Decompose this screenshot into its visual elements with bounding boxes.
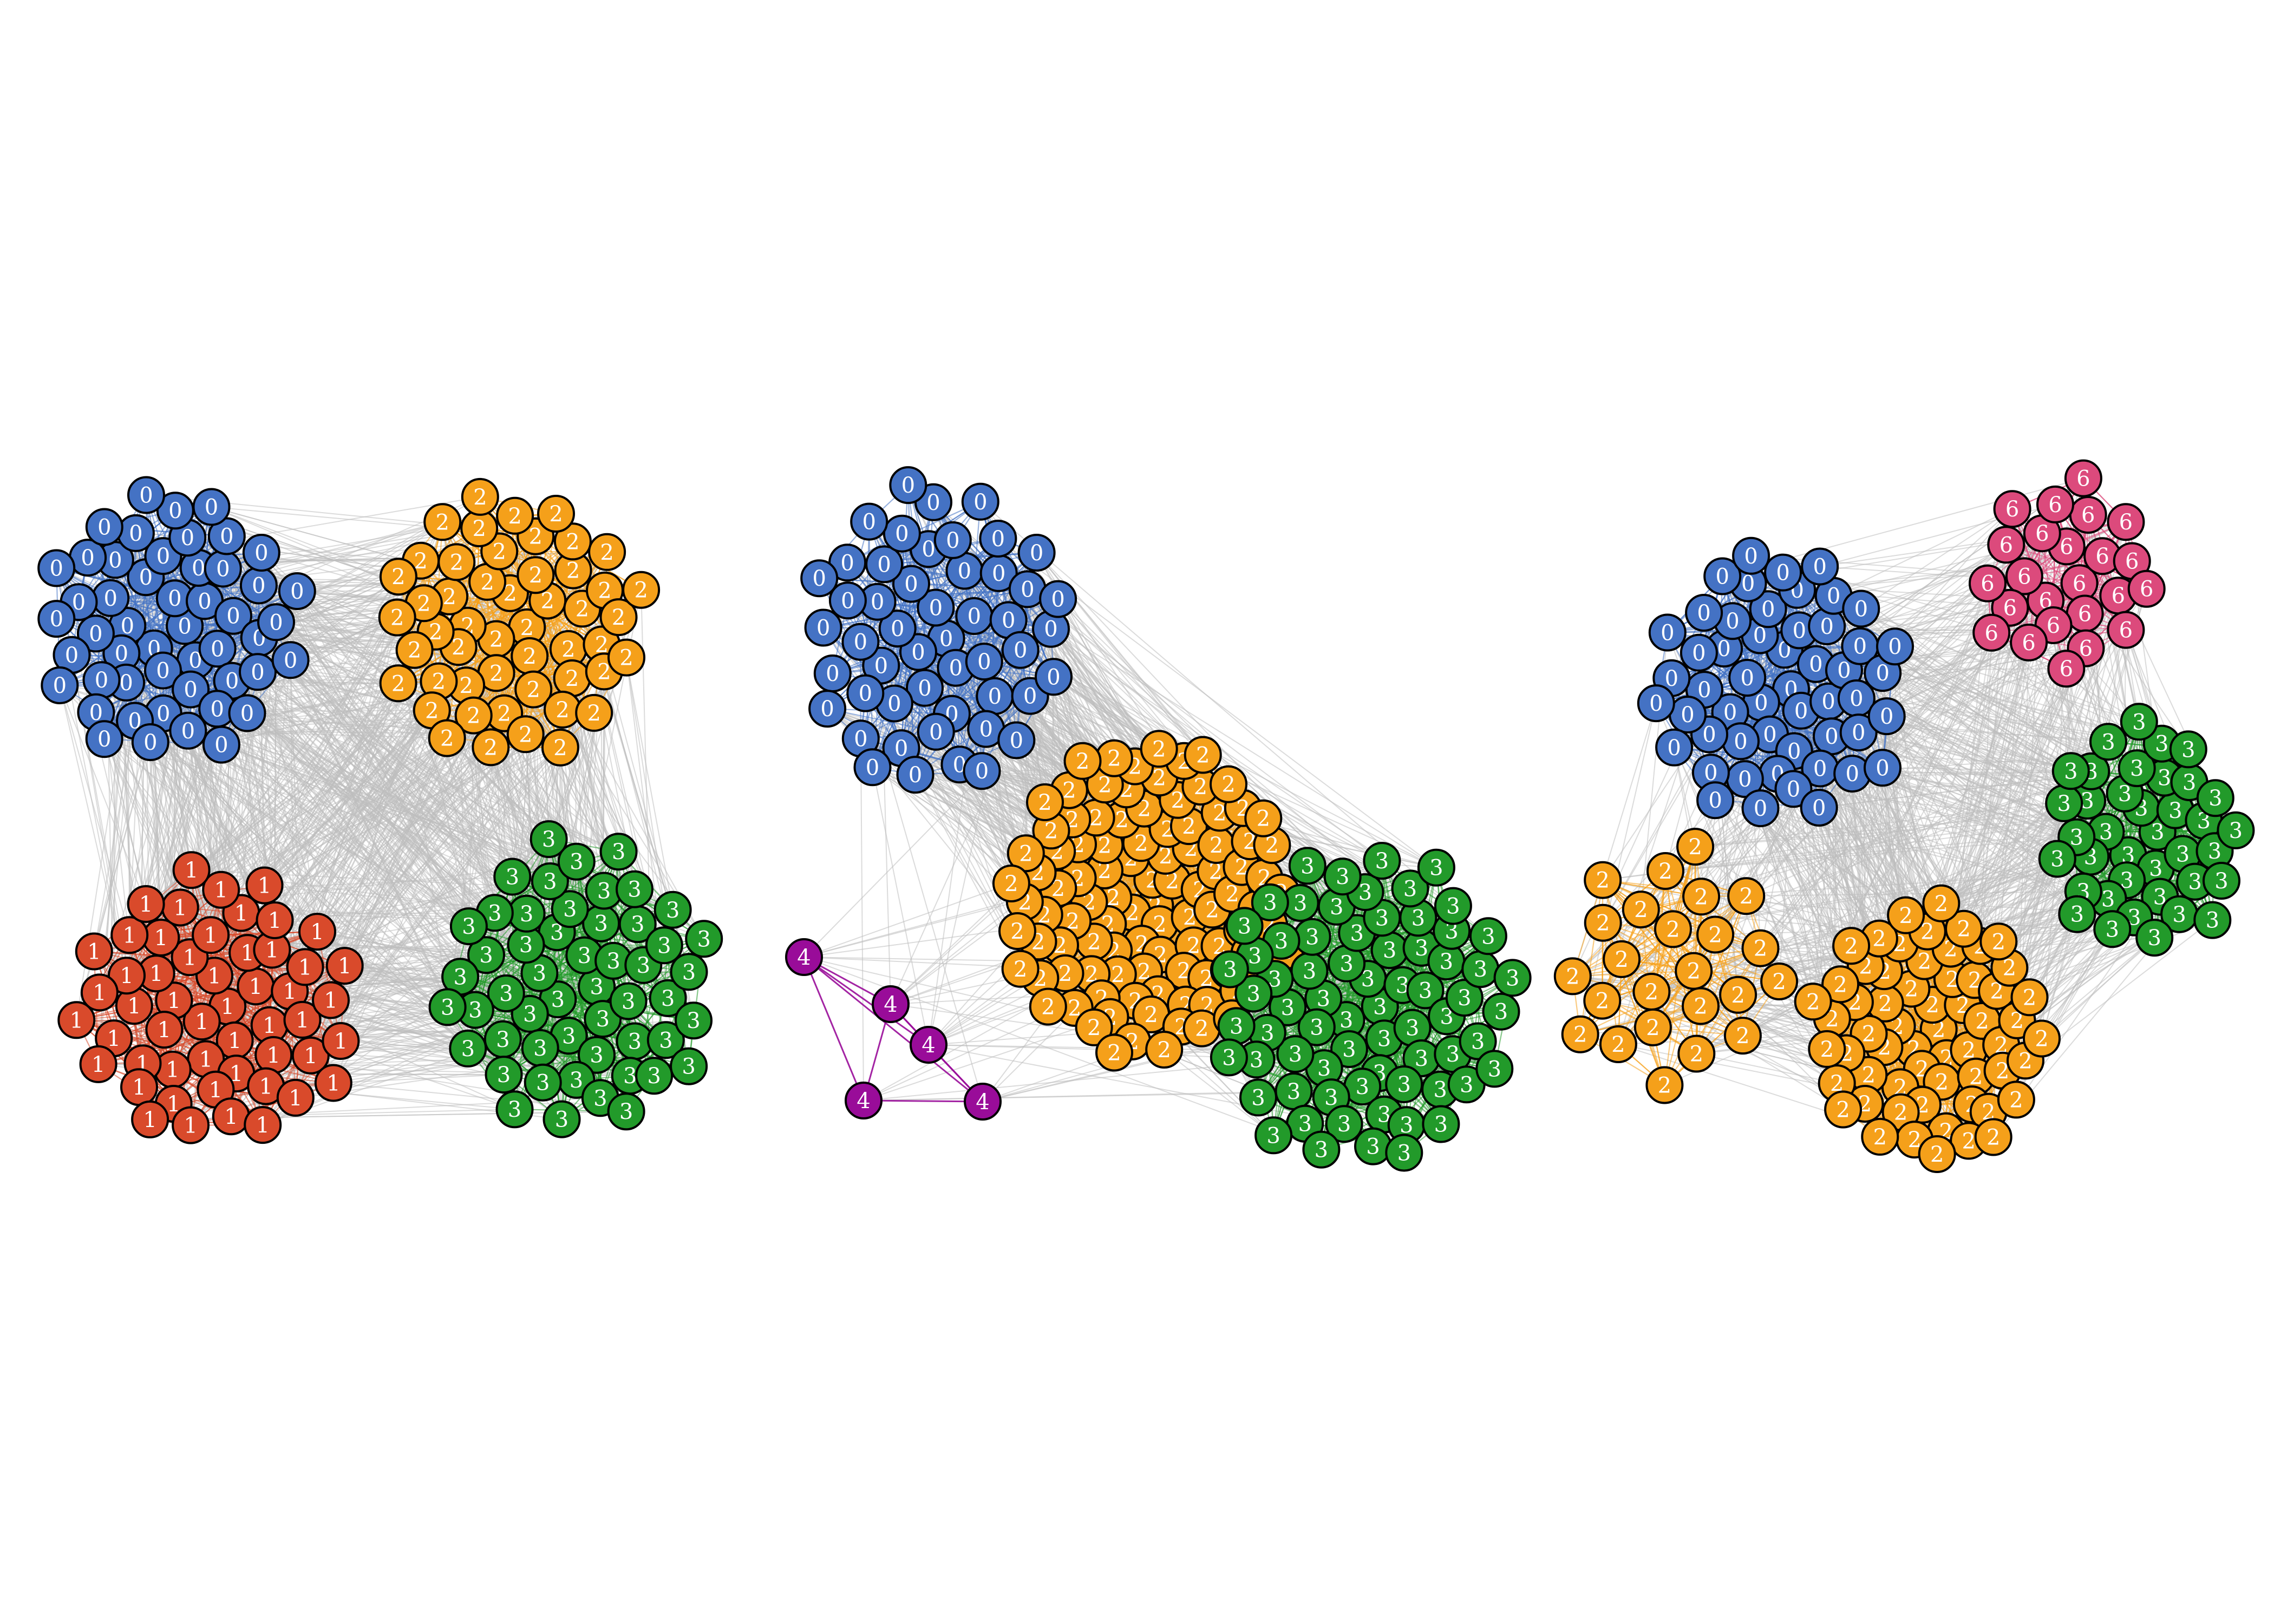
inter-edge <box>1886 716 2058 860</box>
inter-edge <box>512 734 526 877</box>
inter-edge <box>863 1016 1110 1101</box>
inter-edge <box>220 603 424 890</box>
inter-edge <box>860 738 864 1101</box>
inter-edge <box>256 986 577 1081</box>
inter-edge <box>211 506 527 628</box>
inter-edge <box>258 585 585 956</box>
inter-edge <box>980 501 1489 937</box>
inter-edge <box>863 1091 1294 1101</box>
inter-edge <box>59 685 130 935</box>
inter-edge <box>257 672 345 966</box>
inter-edge <box>1602 734 1710 924</box>
inter-edge <box>211 507 342 1042</box>
inter-edge <box>232 680 513 878</box>
inter-edge <box>1036 552 1383 919</box>
inter-edge <box>928 1044 1344 1125</box>
inter-edge <box>872 767 929 1045</box>
inter-edge <box>803 883 1012 958</box>
inter-edge <box>1674 747 1702 897</box>
inter-edge <box>59 685 147 905</box>
